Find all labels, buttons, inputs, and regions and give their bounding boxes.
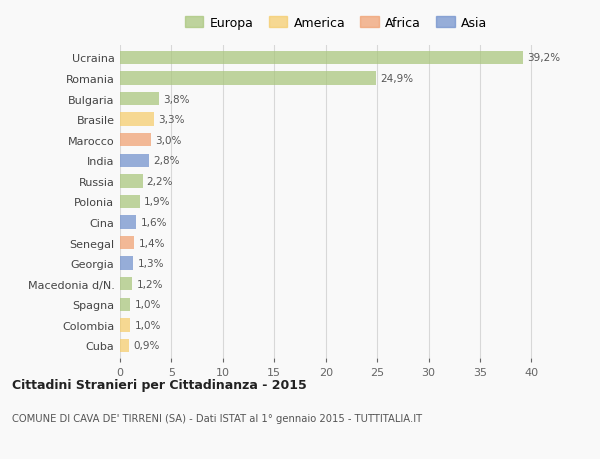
- Text: 3,3%: 3,3%: [158, 115, 185, 125]
- Text: COMUNE DI CAVA DE' TIRRENI (SA) - Dati ISTAT al 1° gennaio 2015 - TUTTITALIA.IT: COMUNE DI CAVA DE' TIRRENI (SA) - Dati I…: [12, 413, 422, 423]
- Bar: [120, 134, 151, 147]
- Bar: [120, 72, 376, 85]
- Bar: [120, 277, 133, 291]
- Bar: [120, 257, 133, 270]
- Text: 39,2%: 39,2%: [527, 53, 560, 63]
- Text: 2,8%: 2,8%: [153, 156, 179, 166]
- Text: 1,6%: 1,6%: [140, 218, 167, 228]
- Text: 0,9%: 0,9%: [133, 341, 160, 351]
- Text: 1,4%: 1,4%: [139, 238, 165, 248]
- Bar: [120, 339, 129, 353]
- Bar: [120, 195, 140, 209]
- Text: 1,0%: 1,0%: [134, 300, 161, 310]
- Bar: [120, 175, 143, 188]
- Bar: [120, 93, 159, 106]
- Bar: [120, 154, 149, 168]
- Text: 1,9%: 1,9%: [143, 197, 170, 207]
- Text: 2,2%: 2,2%: [147, 176, 173, 186]
- Text: 3,8%: 3,8%: [163, 94, 190, 104]
- Text: 24,9%: 24,9%: [380, 74, 413, 84]
- Bar: [120, 236, 134, 250]
- Text: 1,2%: 1,2%: [136, 279, 163, 289]
- Bar: [120, 216, 136, 229]
- Bar: [120, 319, 130, 332]
- Legend: Europa, America, Africa, Asia: Europa, America, Africa, Asia: [181, 13, 491, 34]
- Bar: [120, 113, 154, 127]
- Text: 3,0%: 3,0%: [155, 135, 181, 146]
- Text: 1,0%: 1,0%: [134, 320, 161, 330]
- Bar: [120, 51, 523, 65]
- Text: 1,3%: 1,3%: [137, 258, 164, 269]
- Bar: [120, 298, 130, 311]
- Text: Cittadini Stranieri per Cittadinanza - 2015: Cittadini Stranieri per Cittadinanza - 2…: [12, 379, 307, 392]
